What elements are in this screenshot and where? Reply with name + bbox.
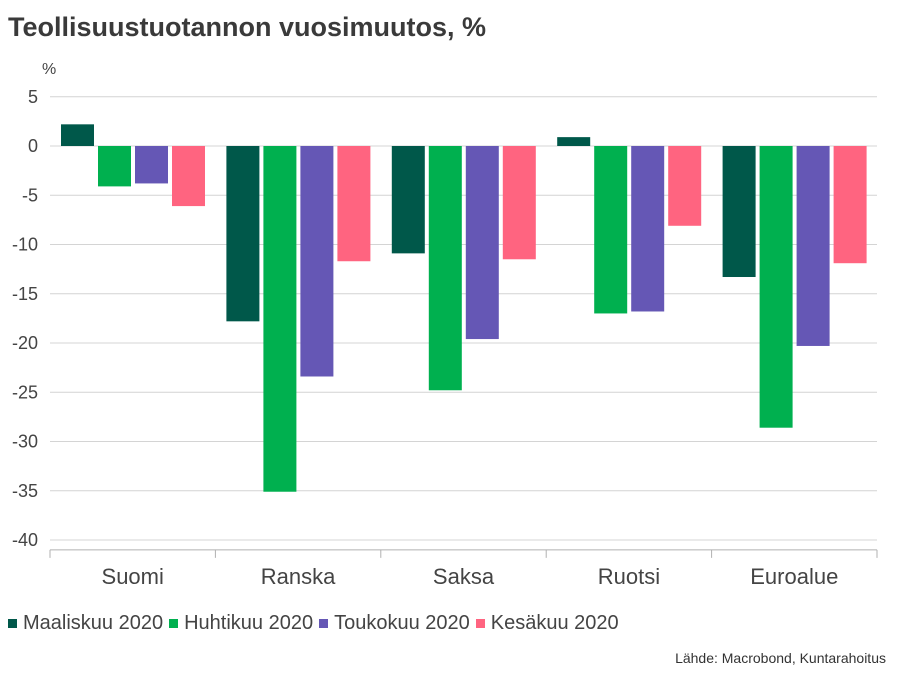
legend-label: Huhtikuu 2020 <box>184 612 314 634</box>
bar <box>300 146 334 377</box>
y-unit-label: % <box>42 61 56 78</box>
chart-title: Teollisuustuotannon vuosimuutos, % <box>8 12 486 42</box>
bar <box>428 146 462 391</box>
legend-swatch <box>475 619 485 628</box>
bar <box>557 137 591 146</box>
x-tick-label: Ranska <box>261 564 336 589</box>
bar <box>98 146 131 187</box>
legend-label: Maaliskuu 2020 <box>23 612 164 634</box>
bar <box>337 146 371 262</box>
x-tick-label: Ruotsi <box>598 564 660 589</box>
bar <box>722 146 756 278</box>
y-tick-label: -35 <box>12 481 38 501</box>
y-tick-label: -25 <box>12 382 38 402</box>
y-axis: %5 0 -5 -10 -15 -20 -25 -30 -35 -40 <box>12 61 56 550</box>
legend-swatch <box>319 619 329 628</box>
bar <box>391 146 425 254</box>
legend-item: Maaliskuu 2020 <box>8 612 163 635</box>
bar <box>502 146 536 260</box>
y-tick-label: 5 <box>28 87 38 107</box>
bar <box>135 146 168 184</box>
y-tick-label: -40 <box>12 530 38 550</box>
bar <box>759 146 793 428</box>
x-tick-label: Suomi <box>102 564 164 589</box>
bar <box>668 146 702 226</box>
y-tick-label: -20 <box>12 333 38 353</box>
legend-swatch <box>8 619 17 628</box>
bar <box>263 146 297 492</box>
bars <box>61 124 867 492</box>
bar <box>226 146 260 322</box>
bar <box>796 146 830 346</box>
y-tick-label: -5 <box>22 185 38 205</box>
bar <box>61 124 94 146</box>
bar <box>833 146 867 264</box>
y-tick-label: -10 <box>12 235 38 255</box>
legend-item: Huhtikuu 2020 <box>169 612 313 635</box>
bar <box>594 146 628 314</box>
bar <box>465 146 499 340</box>
y-tick-label: 0 <box>28 136 38 156</box>
legend-item: Kesäkuu 2020 <box>475 612 619 635</box>
source-note: Lähde: Macrobond, Kuntarahoitus <box>675 650 886 666</box>
bar-chart: %5 0 -5 -10 -15 -20 -25 -30 -35 -40 Suomi Ranska Sa… <box>12 61 878 589</box>
bar <box>172 146 205 207</box>
legend-label: Toukokuu 2020 <box>334 612 470 634</box>
legend-item: Toukokuu 2020 <box>319 612 470 635</box>
bar <box>631 146 665 312</box>
x-axis: Suomi Ranska Saksa Ruotsi Euroalue <box>49 549 878 589</box>
legend-swatch <box>169 619 179 628</box>
x-tick-label: Saksa <box>433 564 495 589</box>
legend-label: Kesäkuu 2020 <box>490 612 619 634</box>
x-tick-label: Euroalue <box>750 564 838 589</box>
y-tick-label: -15 <box>12 284 38 304</box>
y-tick-label: -30 <box>12 432 38 452</box>
legend: Maaliskuu 2020 Huhtikuu 2020 Toukokuu 2020… <box>8 612 619 635</box>
